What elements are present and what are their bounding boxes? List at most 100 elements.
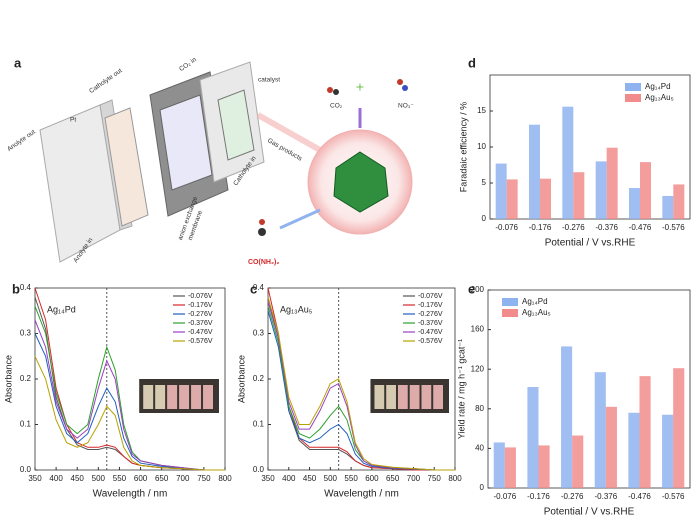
x-tick-label: 400 bbox=[49, 474, 63, 483]
y-tick-label: 0.2 bbox=[253, 374, 265, 383]
panel-label: e bbox=[468, 281, 475, 296]
x-tick-label: -0.176 bbox=[527, 492, 550, 501]
vial bbox=[143, 385, 154, 409]
sample-label: Ag₁₃Au₅ bbox=[280, 304, 313, 314]
y-tick-label: 80 bbox=[475, 404, 484, 413]
y-tick-label: 0.4 bbox=[253, 283, 265, 292]
bar bbox=[662, 414, 674, 488]
bar bbox=[527, 387, 539, 488]
y-tick-label: 0.3 bbox=[20, 329, 32, 338]
zoom-beam bbox=[256, 112, 322, 153]
y-tick-label: 160 bbox=[471, 325, 485, 334]
bar bbox=[628, 412, 640, 488]
x-tick-label: 800 bbox=[448, 474, 462, 483]
x-tick-label: 500 bbox=[92, 474, 106, 483]
bar bbox=[561, 346, 573, 488]
x-tick-label: -0.276 bbox=[561, 492, 584, 501]
bar bbox=[495, 163, 507, 219]
y-tick-label: 0.0 bbox=[20, 465, 32, 474]
x-tick-label: 750 bbox=[197, 474, 211, 483]
x-axis-title: Wavelength / nm bbox=[324, 489, 399, 500]
label: NO₃⁻ bbox=[398, 103, 414, 110]
vial bbox=[203, 385, 213, 409]
x-tick-label: 450 bbox=[303, 474, 317, 483]
spectrum-line bbox=[267, 287, 455, 471]
vial bbox=[409, 385, 420, 409]
vial bbox=[374, 385, 385, 409]
bar bbox=[606, 147, 618, 219]
y-tick-label: 15 bbox=[477, 106, 486, 115]
legend-label: -0.376V bbox=[418, 320, 443, 327]
bar bbox=[538, 445, 550, 488]
label: Anolyte out bbox=[6, 129, 37, 153]
legend-label: -0.376V bbox=[188, 320, 213, 327]
molecule bbox=[402, 85, 408, 91]
y-tick-label: 0.0 bbox=[253, 465, 265, 474]
spectrum-line bbox=[34, 319, 225, 471]
legend-label: -0.576V bbox=[188, 338, 213, 345]
bar bbox=[629, 188, 640, 219]
x-tick-label: 600 bbox=[365, 474, 379, 483]
x-tick-label: -0.076 bbox=[493, 492, 516, 501]
bar bbox=[595, 161, 607, 219]
x-tick-label: 700 bbox=[407, 474, 421, 483]
x-tick-label: 550 bbox=[344, 474, 358, 483]
vial bbox=[179, 385, 190, 409]
bar bbox=[562, 106, 574, 219]
label: CO₂ bbox=[330, 103, 343, 110]
bar bbox=[504, 447, 516, 488]
legend-label: Ag₁₄Pd bbox=[645, 82, 671, 91]
spectrum-line bbox=[34, 356, 225, 471]
panel-label: c bbox=[250, 281, 257, 296]
vial bbox=[433, 385, 443, 409]
vial bbox=[386, 385, 396, 409]
arrow bbox=[279, 208, 321, 230]
x-tick-label: 650 bbox=[155, 474, 169, 483]
x-tick-label: 450 bbox=[71, 474, 85, 483]
spectrum-line bbox=[34, 333, 225, 471]
y-tick-label: 0.3 bbox=[253, 329, 265, 338]
y-tick-label: 0 bbox=[480, 483, 485, 492]
plate bbox=[159, 94, 213, 191]
x-tick-label: -0.476 bbox=[629, 223, 652, 232]
x-tick-label: -0.576 bbox=[662, 492, 685, 501]
plot-frame bbox=[487, 289, 691, 489]
legend-label: Ag₁₄Pd bbox=[522, 297, 548, 306]
label: + bbox=[356, 79, 364, 95]
x-tick-label: 400 bbox=[282, 474, 296, 483]
bar bbox=[640, 162, 651, 219]
y-tick-label: 200 bbox=[471, 285, 485, 294]
label: CO₂ in bbox=[178, 56, 198, 73]
vial bbox=[155, 385, 166, 409]
y-tick-label: 10 bbox=[477, 142, 486, 151]
panel-a: a Anolyte out Pt Catholyte out CO₂ in ca… bbox=[6, 55, 414, 265]
y-axis-title: Faradaic efficiency / % bbox=[458, 102, 468, 192]
plate bbox=[104, 107, 149, 227]
x-axis-title: Wavelength / nm bbox=[93, 489, 168, 500]
bar bbox=[594, 372, 606, 488]
vial bbox=[421, 385, 432, 409]
x-tick-label: -0.376 bbox=[594, 492, 617, 501]
label: Catholyte out bbox=[88, 67, 124, 95]
x-tick-label: -0.376 bbox=[595, 223, 618, 232]
molecule bbox=[397, 79, 403, 85]
legend-label: -0.176V bbox=[418, 302, 443, 309]
y-tick-label: 5 bbox=[482, 178, 487, 187]
y-tick-label: 0 bbox=[482, 214, 487, 223]
x-tick-label: -0.276 bbox=[562, 223, 585, 232]
legend-label: -0.176V bbox=[188, 302, 213, 309]
sample-label: Ag₁₄Pd bbox=[47, 304, 76, 314]
x-tick-label: 500 bbox=[324, 474, 338, 483]
x-tick-label: -0.176 bbox=[529, 223, 552, 232]
x-tick-label: 650 bbox=[386, 474, 400, 483]
label: Pt bbox=[70, 117, 76, 124]
x-tick-label: 350 bbox=[28, 474, 42, 483]
legend-label: -0.076V bbox=[188, 293, 213, 300]
legend-label: Ag₁₃Au₅ bbox=[522, 308, 551, 317]
cluster bbox=[333, 151, 389, 213]
legend-label: -0.076V bbox=[418, 293, 443, 300]
x-axis-title: Potential / V vs.RHE bbox=[545, 238, 636, 249]
bar bbox=[572, 435, 584, 488]
x-tick-label: 700 bbox=[176, 474, 190, 483]
